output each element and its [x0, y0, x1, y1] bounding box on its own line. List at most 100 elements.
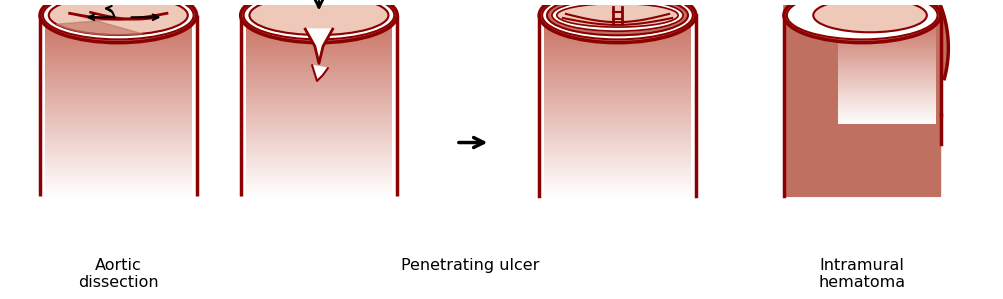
Bar [246, 90, 392, 93]
Polygon shape [783, 0, 948, 196]
Ellipse shape [40, 0, 197, 43]
Bar [788, 56, 935, 59]
Bar [45, 83, 192, 86]
Bar [45, 86, 192, 88]
Bar [246, 106, 392, 109]
Bar [45, 70, 192, 72]
Bar [45, 99, 192, 102]
Bar [788, 131, 935, 133]
Bar [544, 15, 690, 18]
Ellipse shape [552, 0, 682, 31]
Bar [837, 44, 935, 46]
Bar [788, 72, 935, 75]
Bar [837, 94, 935, 96]
Bar [544, 160, 690, 163]
Bar [246, 56, 392, 59]
Bar [246, 178, 392, 181]
Bar [788, 15, 935, 18]
Bar [788, 74, 935, 77]
Bar [837, 25, 935, 27]
Bar [246, 72, 392, 75]
Bar [837, 49, 935, 51]
Bar [788, 185, 935, 188]
Bar [45, 142, 192, 145]
Bar [246, 129, 392, 131]
Bar [246, 126, 392, 129]
Bar [246, 122, 392, 124]
Bar [788, 158, 935, 161]
Ellipse shape [557, 4, 677, 27]
Bar [246, 155, 392, 158]
Bar [246, 131, 392, 133]
Bar [837, 113, 935, 115]
Bar [788, 190, 935, 192]
Bar [788, 40, 935, 43]
Bar [45, 15, 192, 18]
Ellipse shape [783, 0, 940, 43]
Bar [45, 94, 192, 97]
Bar [45, 117, 192, 120]
Bar [544, 181, 690, 183]
Bar [544, 65, 690, 68]
Bar [837, 109, 935, 111]
Bar [544, 142, 690, 145]
Bar [544, 169, 690, 172]
Bar [246, 158, 392, 161]
Ellipse shape [547, 0, 687, 35]
Bar [544, 151, 690, 154]
Bar [246, 40, 392, 43]
Ellipse shape [786, 0, 937, 39]
Bar [837, 90, 935, 92]
Bar [45, 74, 192, 77]
Bar [837, 47, 935, 48]
Bar [246, 153, 392, 156]
Bar [45, 27, 192, 29]
Ellipse shape [43, 0, 194, 39]
Bar [837, 95, 935, 97]
Bar [544, 90, 690, 93]
Bar [45, 160, 192, 163]
Bar [788, 181, 935, 183]
Text: Intramural
hematoma: Intramural hematoma [817, 258, 905, 290]
Bar [788, 70, 935, 72]
Bar [246, 33, 392, 36]
Bar [246, 74, 392, 77]
Bar [837, 18, 935, 20]
Bar [837, 85, 935, 86]
Bar [45, 140, 192, 143]
Bar [45, 56, 192, 59]
Bar [246, 24, 392, 27]
Bar [837, 116, 935, 118]
Bar [544, 167, 690, 170]
Bar [45, 165, 192, 167]
Bar [837, 28, 935, 29]
Bar [544, 106, 690, 109]
Bar [788, 36, 935, 38]
Bar [544, 86, 690, 88]
Bar [246, 108, 392, 111]
Bar [544, 61, 690, 63]
Bar [45, 183, 192, 186]
Bar [837, 74, 935, 76]
Bar [45, 147, 192, 149]
Bar [544, 70, 690, 72]
Bar [837, 83, 935, 85]
Bar [788, 88, 935, 91]
Bar [45, 42, 192, 45]
Bar [788, 126, 935, 129]
Bar [45, 129, 192, 131]
Bar [45, 63, 192, 65]
Bar [45, 185, 192, 188]
Bar [544, 94, 690, 97]
Bar [544, 110, 690, 113]
Bar [246, 81, 392, 84]
Bar [246, 54, 392, 57]
Bar [788, 22, 935, 25]
Bar [544, 113, 690, 115]
Bar [246, 185, 392, 188]
Bar [837, 65, 935, 67]
Bar [788, 149, 935, 152]
Ellipse shape [249, 0, 388, 35]
Bar [788, 167, 935, 170]
Bar [788, 129, 935, 131]
